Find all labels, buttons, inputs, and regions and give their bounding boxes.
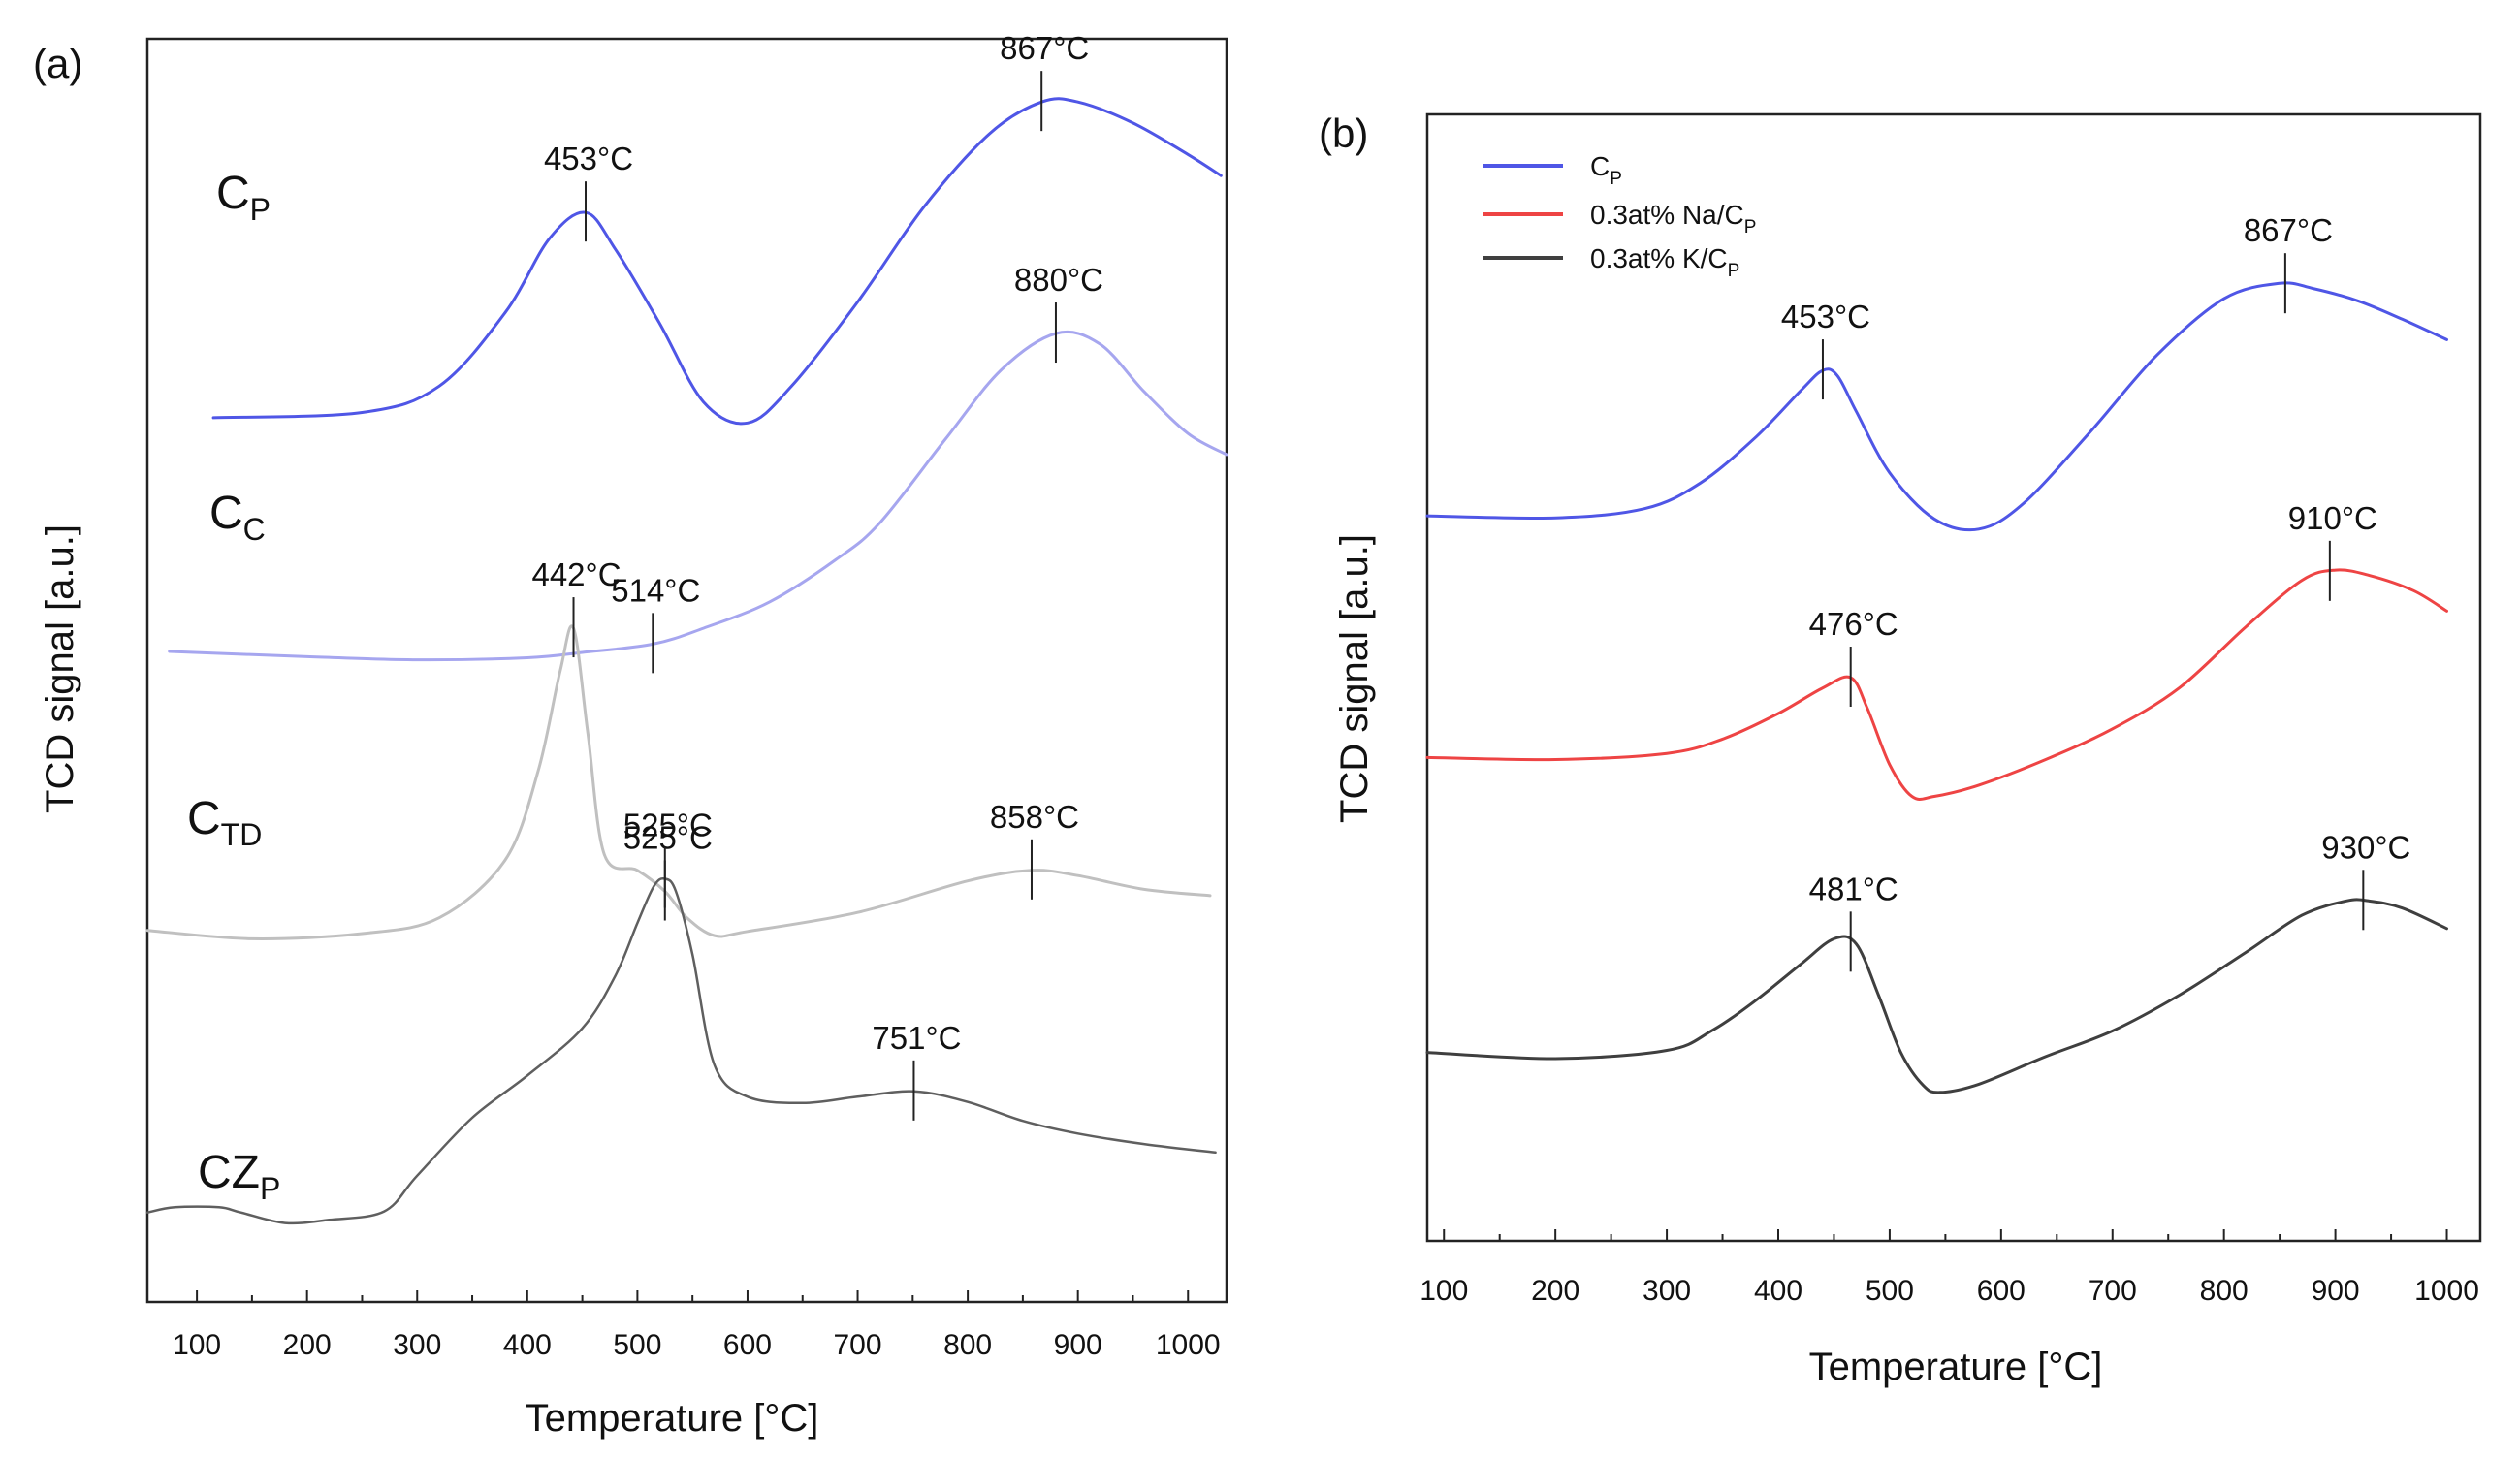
series-line-cp xyxy=(211,97,1223,426)
x-tick-label: 800 xyxy=(943,1329,992,1361)
peak-label: 880°C xyxy=(1014,262,1103,298)
peak-label: 525°C xyxy=(623,807,713,842)
panel-a-x-axis: 100 200 300 400 500 600 700 800 900 1000 xyxy=(173,1290,1221,1361)
x-tick-label: 500 xyxy=(1866,1275,1914,1307)
panel-b-plot-frame xyxy=(1425,112,2482,1243)
x-tick-label: 200 xyxy=(1531,1275,1579,1307)
x-tick-label: 600 xyxy=(1977,1275,2026,1307)
legend-label-k: 0.3at% K/CP xyxy=(1590,243,1739,281)
peak-label: 453°C xyxy=(1781,299,1870,334)
panel-a-plot-frame xyxy=(145,37,1228,1304)
peak-label: 858°C xyxy=(990,799,1079,835)
panel-a-y-axis-title: TCD signal [a.u.] xyxy=(39,524,81,813)
x-tick-label: 300 xyxy=(393,1329,441,1361)
x-tick-label: 500 xyxy=(613,1329,661,1361)
panel-a: (a) 100 200 300 400 500 600 700 800 900 1000 453°… xyxy=(33,30,1228,1440)
panel-a-label: (a) xyxy=(33,41,82,86)
peak-label: 867°C xyxy=(2244,212,2333,248)
series-line-cp xyxy=(1425,281,2448,532)
x-tick-label: 400 xyxy=(503,1329,552,1361)
legend-label-cp: CP xyxy=(1590,151,1622,189)
curve-label-czp: CZP xyxy=(198,1147,280,1206)
peak-label: 442°C xyxy=(531,556,621,592)
series-line-cc xyxy=(168,330,1228,662)
series-line-ctd xyxy=(145,624,1212,940)
x-tick-label: 1000 xyxy=(2414,1275,2479,1307)
curve-label-cp: CP xyxy=(216,168,271,227)
peak-label: 453°C xyxy=(544,141,633,176)
panel-b-series xyxy=(1425,281,2448,1094)
x-tick-label: 400 xyxy=(1754,1275,1802,1307)
x-tick-label: 200 xyxy=(283,1329,332,1361)
x-tick-label: 1000 xyxy=(1156,1329,1221,1361)
x-tick-label: 700 xyxy=(2089,1275,2137,1307)
peak-label: 930°C xyxy=(2321,829,2410,865)
peak-label: 476°C xyxy=(1809,606,1898,642)
x-tick-label: 900 xyxy=(2312,1275,2360,1307)
legend-label-na: 0.3at% Na/CP xyxy=(1590,200,1756,238)
series-line-czp xyxy=(145,876,1217,1225)
peak-label: 514°C xyxy=(611,572,700,608)
panel-b-annotations: 453°C 867°C 476°C 910°C 481°C 930°C xyxy=(1781,212,2410,972)
x-tick-label: 900 xyxy=(1054,1329,1102,1361)
panel-b-label: (b) xyxy=(1319,111,1368,156)
panel-b: (b) 100 200 300 400 500 600 700 800 900 1000 453°… xyxy=(1319,111,2482,1388)
peak-label: 910°C xyxy=(2288,500,2377,536)
peak-label: 481°C xyxy=(1809,871,1898,906)
curve-label-ctd: CTD xyxy=(187,793,262,852)
series-line-na xyxy=(1425,568,2448,801)
peak-label: 525°C xyxy=(623,820,713,856)
x-tick-label: 700 xyxy=(834,1329,882,1361)
curve-label-cc: CC xyxy=(209,488,266,547)
series-line-k xyxy=(1425,898,2448,1094)
x-tick-label: 100 xyxy=(1419,1275,1468,1307)
peak-label: 867°C xyxy=(1000,30,1089,66)
x-tick-label: 800 xyxy=(2200,1275,2249,1307)
panel-a-series xyxy=(145,97,1228,1225)
panel-b-y-axis-title: TCD signal [a.u.] xyxy=(1333,534,1376,823)
x-tick-label: 100 xyxy=(173,1329,221,1361)
panel-a-x-axis-title: Temperature [°C] xyxy=(526,1397,819,1440)
x-tick-label: 600 xyxy=(723,1329,772,1361)
panel-b-legend: CP 0.3at% Na/CP 0.3at% K/CP xyxy=(1483,151,1756,281)
x-tick-label: 300 xyxy=(1643,1275,1691,1307)
panel-b-x-axis: 100 200 300 400 500 600 700 800 900 1000 xyxy=(1419,1229,2479,1307)
peak-label: 751°C xyxy=(872,1020,961,1056)
panel-b-x-axis-title: Temperature [°C] xyxy=(1809,1346,2103,1388)
